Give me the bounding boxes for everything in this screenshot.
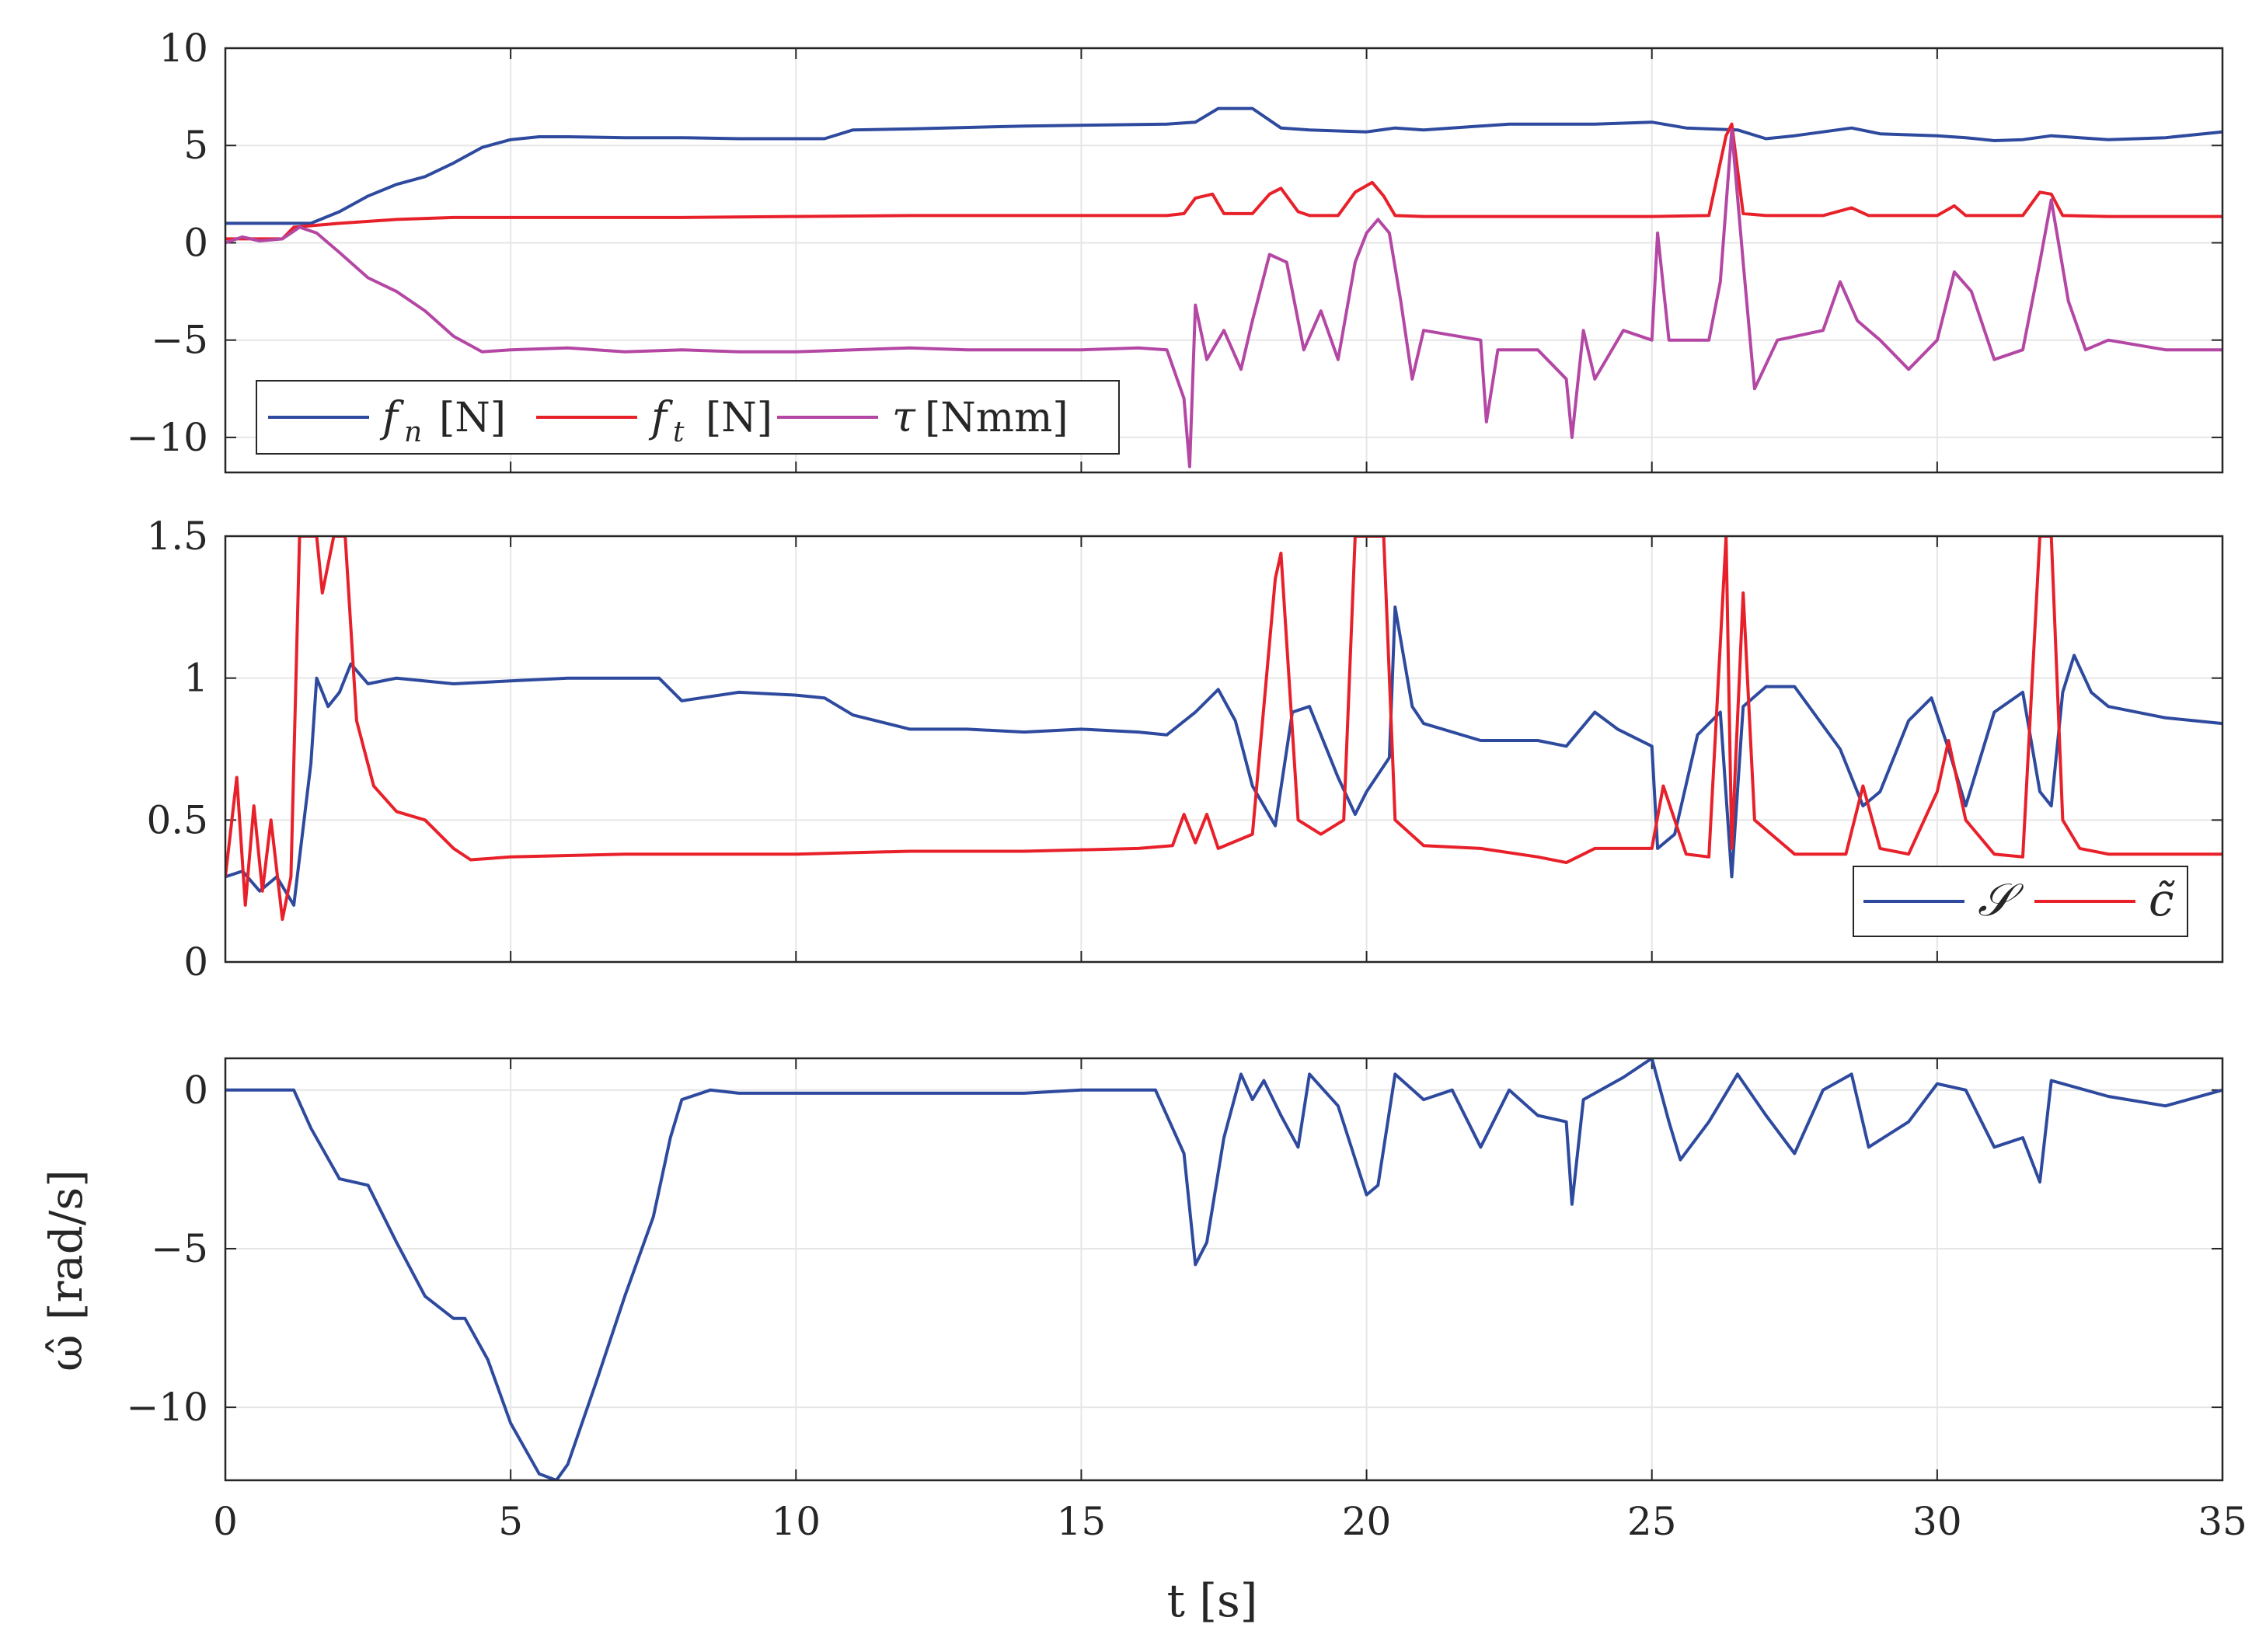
legend-label-fn-sub: n [404, 416, 422, 448]
y-tick-label: −5 [151, 1226, 208, 1271]
y-tick-label: 10 [159, 26, 208, 71]
plot-area [225, 1058, 2222, 1480]
y-tick-label: 0 [183, 939, 208, 985]
x-tick-label: 35 [2198, 1499, 2247, 1544]
series-line-0 [225, 106, 2222, 225]
y-tick-label: −5 [151, 318, 208, 363]
y-axis-label: ω̂ [rad/s] [40, 1169, 92, 1371]
x-tick-label: 0 [213, 1499, 238, 1544]
x-tick-label: 5 [498, 1499, 523, 1544]
axes-box [224, 535, 2224, 964]
x-tick-label: 15 [1057, 1499, 1107, 1544]
x-axis-label: t [s] [1167, 1574, 1258, 1627]
series-line-1 [225, 536, 2222, 922]
y-tick-label: −10 [126, 1385, 208, 1430]
axes-box [224, 1057, 2224, 1482]
panel-angular-velocity: 0 5 10 15 20 25 30 35 0 −5 −10 [126, 1057, 2247, 1544]
y-tick-label: 0.5 [146, 797, 208, 842]
legend-label-c: c̃ [2149, 873, 2175, 926]
legend-label-fn-unit: [N] [439, 395, 506, 441]
y-tick-label: −10 [126, 415, 208, 460]
y-tick-label: 1 [183, 656, 208, 701]
x-tick-label: 25 [1627, 1499, 1677, 1544]
legend-label-ft-unit: [N] [706, 395, 772, 441]
series-line-2 [225, 128, 2222, 469]
legend-label-tau-main: τ [892, 392, 916, 441]
series-line-0 [225, 605, 2222, 907]
legend-label-tau-unit: [Nmm] [925, 395, 1068, 441]
legend-label-ft-sub: t [673, 416, 685, 448]
series-line-0 [225, 1058, 2222, 1480]
x-tick-label: 20 [1342, 1499, 1392, 1544]
legend-sensitivity: 𝒮 c̃ [1853, 866, 2188, 937]
legend-forces: f n [N] f t [N] τ [Nmm] [256, 380, 1120, 455]
series-line-1 [225, 122, 2222, 241]
x-tick-label: 30 [1912, 1499, 1962, 1544]
y-tick-label: 5 [183, 123, 208, 168]
y-tick-label: 0 [183, 220, 208, 265]
axes-box [224, 47, 2224, 474]
y-tick-label: 0 [183, 1068, 208, 1113]
y-tick-label: 1.5 [146, 514, 208, 559]
x-tick-label: 10 [771, 1499, 821, 1544]
